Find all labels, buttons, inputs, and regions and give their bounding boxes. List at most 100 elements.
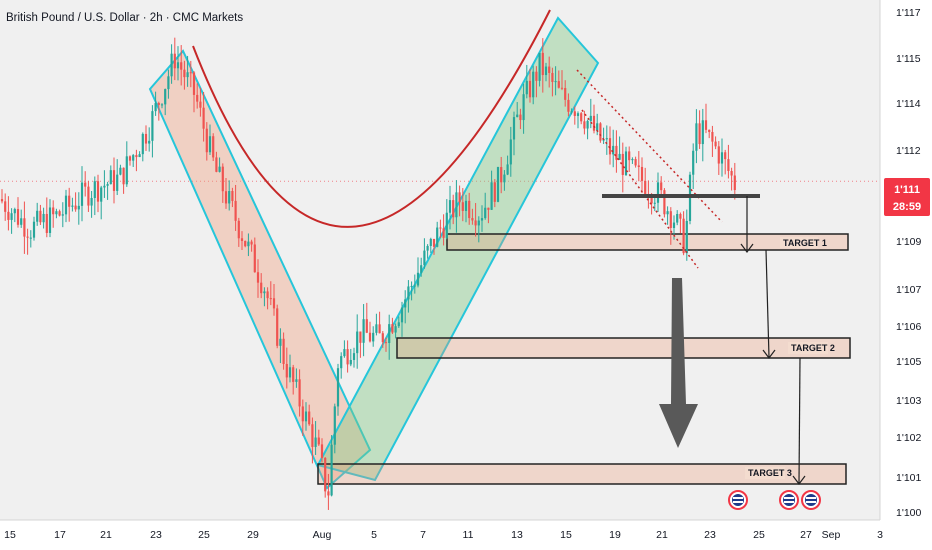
candle-body <box>727 159 730 172</box>
candle-body <box>458 192 461 203</box>
candle-body <box>618 153 621 160</box>
candle-body <box>135 155 138 158</box>
candle-body <box>196 94 199 102</box>
time-tick-label: 3 <box>877 529 883 541</box>
arrow-head-target-2 <box>762 349 776 359</box>
candle-body <box>234 200 237 221</box>
candle-body <box>548 66 551 73</box>
price-tick-label: 1'106 <box>896 321 922 333</box>
candle-body <box>509 139 512 165</box>
candle-body <box>413 285 416 287</box>
candle-body <box>656 182 660 203</box>
candle-body <box>468 200 471 219</box>
candle-body <box>704 120 708 130</box>
time-tick-label: Aug <box>313 529 332 541</box>
candle-body <box>506 164 509 175</box>
target-3-label-bg <box>745 467 785 479</box>
candle-body <box>314 437 317 447</box>
candle-body <box>375 324 378 333</box>
candle-body <box>202 107 205 129</box>
candle-body <box>410 285 413 287</box>
candle-body <box>231 191 234 201</box>
candle-body <box>576 113 580 116</box>
candle-body <box>605 138 608 140</box>
candle-body <box>663 190 666 215</box>
time-tick-label: 25 <box>198 529 210 541</box>
candle-body <box>26 236 29 238</box>
candle-body <box>631 159 634 161</box>
candle-body <box>116 174 119 191</box>
candle-body <box>599 123 602 141</box>
time-tick-label: 25 <box>753 529 765 541</box>
candle-body <box>189 72 192 74</box>
candle-body <box>96 181 100 202</box>
candle-body <box>295 379 298 382</box>
candle-body <box>445 212 448 238</box>
price-tick-label: 1'102 <box>896 432 922 444</box>
candle-body <box>240 238 244 241</box>
candle-body <box>612 145 615 155</box>
candle-body <box>71 205 74 207</box>
candle-body <box>442 228 445 238</box>
candle-body <box>61 214 64 216</box>
candle-body <box>90 198 93 206</box>
target-1-zone[interactable] <box>446 233 849 251</box>
candle-body <box>426 245 429 251</box>
time-axis[interactable]: 15 17 21 23 25 29 Aug 5 7 11 13 15 19 21 23 25 27 Sep 3 <box>4 529 883 541</box>
candle-body <box>256 272 260 283</box>
candle-body <box>103 185 106 188</box>
candle-body <box>490 182 493 210</box>
candlestick-series <box>0 37 736 510</box>
candle-body <box>359 331 362 343</box>
candle-body <box>250 241 253 245</box>
candle-body <box>570 111 573 113</box>
candle-body <box>394 326 397 333</box>
time-tick-label: 17 <box>54 529 66 541</box>
candle-body <box>714 141 717 147</box>
candle-body <box>480 218 484 221</box>
candle-body <box>157 103 160 105</box>
target-3-zone[interactable] <box>317 463 847 485</box>
candle-body <box>80 182 84 206</box>
us-event-icon[interactable] <box>779 490 799 510</box>
candle-body <box>192 72 196 95</box>
candle-body <box>186 72 189 78</box>
candle-body <box>173 53 176 69</box>
candle-body <box>317 437 320 445</box>
candle-body <box>109 170 112 185</box>
price-tick-label: 1'115 <box>896 53 921 65</box>
time-tick-label: Sep <box>822 529 841 541</box>
candle-body <box>221 166 224 192</box>
candle-body <box>266 291 269 299</box>
candle-body <box>516 114 519 118</box>
ascending-channel[interactable] <box>316 16 600 482</box>
candle-body <box>471 218 474 221</box>
candle-body <box>311 424 314 447</box>
price-tick-label: 1'107 <box>896 284 922 296</box>
candle-body <box>298 379 301 407</box>
candle-body <box>378 324 381 334</box>
candle-body <box>676 214 679 223</box>
arrow-head-target-1 <box>740 243 754 253</box>
candle-body <box>48 207 52 233</box>
price-tick-label: 1'105 <box>896 356 922 368</box>
candle-body <box>525 80 528 95</box>
us-event-icon[interactable] <box>728 490 748 510</box>
us-event-icon[interactable] <box>801 490 821 510</box>
plot-area[interactable] <box>0 0 880 520</box>
candle-body <box>512 117 516 140</box>
candle-body <box>420 265 423 273</box>
candle-body <box>125 156 128 185</box>
candle-body <box>84 182 87 187</box>
candle-body <box>717 146 720 164</box>
candle-body <box>496 167 500 202</box>
candle-body <box>400 307 404 323</box>
target-2-zone[interactable] <box>396 337 851 359</box>
candle-body <box>269 298 272 300</box>
candle-body <box>356 331 359 354</box>
time-tick-label: 13 <box>511 529 523 541</box>
candle-body <box>292 367 295 382</box>
candle-body <box>132 155 135 161</box>
candle-body <box>160 104 164 106</box>
